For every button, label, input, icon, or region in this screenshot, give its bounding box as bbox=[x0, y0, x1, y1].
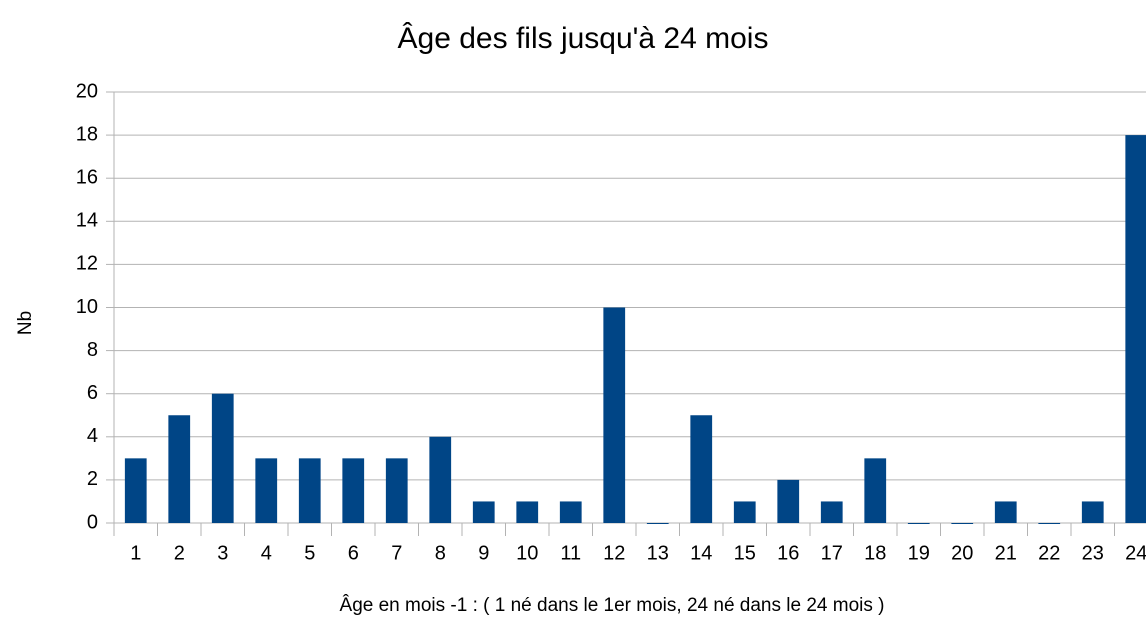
x-tick-label: 1 bbox=[130, 542, 141, 564]
x-tick-label: 8 bbox=[435, 542, 446, 564]
y-tick-label: 0 bbox=[87, 511, 98, 533]
x-tick-label: 6 bbox=[348, 542, 359, 564]
bar bbox=[429, 436, 452, 523]
chart-title: Âge des fils jusqu'à 24 mois bbox=[398, 22, 769, 55]
y-tick-label: 2 bbox=[87, 468, 98, 490]
bar bbox=[559, 501, 582, 523]
bar bbox=[124, 458, 147, 523]
y-tick-label: 4 bbox=[87, 425, 98, 447]
x-axis-label: Âge en mois -1 : ( 1 né dans le 1er mois… bbox=[340, 594, 885, 616]
bar bbox=[255, 458, 278, 523]
x-tick-label: 19 bbox=[908, 542, 930, 564]
x-tick-label: 4 bbox=[261, 542, 272, 564]
bar bbox=[1081, 501, 1104, 523]
x-tick-label: 12 bbox=[603, 542, 625, 564]
bar bbox=[646, 523, 669, 524]
bar bbox=[994, 501, 1017, 523]
x-tick-label: 11 bbox=[560, 542, 581, 564]
bar bbox=[472, 501, 495, 523]
x-tick-label: 21 bbox=[995, 542, 1017, 564]
x-tick-label: 15 bbox=[734, 542, 756, 564]
bar bbox=[385, 458, 408, 523]
y-tick-label: 20 bbox=[76, 80, 98, 102]
bar bbox=[733, 501, 756, 523]
x-tick-label: 13 bbox=[647, 542, 669, 564]
x-tick-label: 14 bbox=[690, 542, 712, 564]
x-tick-label: 16 bbox=[777, 542, 799, 564]
bar bbox=[864, 458, 887, 523]
x-tick-label: 17 bbox=[821, 542, 843, 564]
x-tick-label: 5 bbox=[304, 542, 315, 564]
bar bbox=[820, 501, 843, 523]
bar bbox=[211, 393, 234, 523]
y-tick-label: 14 bbox=[76, 210, 98, 232]
bar bbox=[777, 479, 800, 523]
x-tick-label: 22 bbox=[1038, 542, 1060, 564]
x-tick-label: 2 bbox=[174, 542, 185, 564]
x-tick-label: 7 bbox=[391, 542, 402, 564]
bar bbox=[1038, 523, 1061, 524]
bar bbox=[298, 458, 321, 523]
bar bbox=[1125, 135, 1146, 523]
x-tick-label: 20 bbox=[951, 542, 973, 564]
bar bbox=[690, 415, 713, 523]
x-tick-label: 9 bbox=[478, 542, 489, 564]
y-axis-label: Nb bbox=[15, 311, 36, 335]
y-tick-label: 10 bbox=[76, 296, 98, 318]
x-tick-label: 24 bbox=[1125, 542, 1146, 564]
bar bbox=[907, 523, 930, 524]
bar bbox=[168, 415, 191, 523]
bar bbox=[603, 307, 626, 523]
x-tick-label: 18 bbox=[864, 542, 886, 564]
x-tick-label: 23 bbox=[1082, 542, 1104, 564]
bar bbox=[951, 523, 974, 524]
y-tick-label: 12 bbox=[76, 253, 98, 275]
x-tick-label: 3 bbox=[217, 542, 228, 564]
bar bbox=[516, 501, 539, 523]
y-tick-label: 18 bbox=[76, 123, 98, 145]
y-tick-label: 6 bbox=[87, 382, 98, 404]
bar bbox=[342, 458, 365, 523]
y-tick-label: 16 bbox=[76, 166, 98, 188]
x-tick-label: 10 bbox=[516, 542, 538, 564]
y-tick-label: 8 bbox=[87, 339, 98, 361]
